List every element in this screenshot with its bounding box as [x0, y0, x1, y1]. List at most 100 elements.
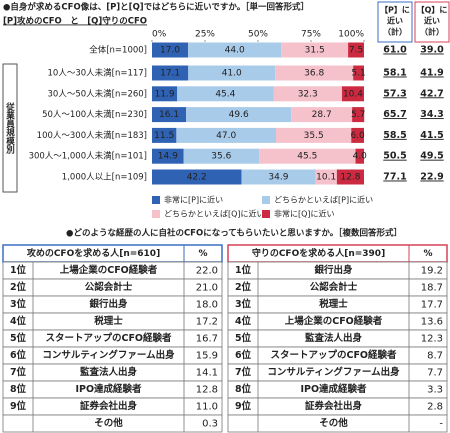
value-label: 45.5 — [297, 152, 317, 162]
total-value: 41.9 — [420, 68, 443, 79]
value: 7.7 — [427, 368, 443, 379]
rank: 5位 — [10, 332, 27, 344]
total-value: 34.3 — [420, 109, 443, 120]
bar-segment — [259, 148, 356, 164]
rank: 7位 — [10, 366, 27, 378]
bar-segment — [186, 107, 292, 123]
item: その他 — [94, 417, 123, 429]
table-row — [2, 414, 223, 433]
item: コンサルティングファーム出身 — [42, 349, 175, 361]
q-header-box — [414, 1, 450, 43]
rank: 7位 — [235, 366, 252, 378]
value-label: 11.9 — [155, 89, 175, 99]
value-label: 47.0 — [216, 131, 236, 141]
bar-segment — [275, 65, 354, 81]
rank: 1位 — [10, 264, 27, 276]
value-label: 45.4 — [215, 89, 235, 99]
rank: 8位 — [235, 383, 252, 395]
chart-subtitle: [P]攻めのCFO と [Q]守りのCFO — [3, 16, 147, 27]
item: スタートアップのCFO経験者 — [45, 332, 172, 344]
value-label: 49.6 — [229, 110, 249, 120]
bar-segment — [152, 107, 187, 123]
value-label: 11.5 — [154, 131, 174, 141]
value: 17.7 — [421, 300, 443, 311]
item: 銀行出身 — [89, 298, 128, 310]
item: 公認会計士 — [85, 281, 133, 293]
table-row — [227, 414, 448, 433]
legend-label: 非常に[P]に近い — [164, 195, 223, 205]
legend-swatch — [152, 210, 160, 218]
legend-label: 非常に[Q]に近い — [274, 209, 335, 219]
bar-segment — [273, 86, 342, 102]
bar-segment — [351, 127, 364, 143]
bar-segment — [341, 86, 364, 102]
item: 監査法人出身 — [305, 332, 363, 344]
bar-segment — [281, 42, 349, 58]
value-label: 17.1 — [160, 69, 180, 79]
bar-segment — [291, 107, 353, 123]
value-label: 12.8 — [340, 173, 360, 183]
bar-segment — [152, 127, 177, 143]
total-header: （計） — [383, 27, 407, 37]
value-label: 32.3 — [298, 89, 318, 99]
value-label: 14.9 — [158, 152, 178, 162]
item: IPO達成経験者 — [75, 383, 142, 395]
bar-segment — [315, 169, 337, 185]
legend-label: どちらかといえば[P]に近い — [274, 195, 373, 205]
bar-segment — [152, 42, 189, 58]
rank: 8位 — [10, 383, 27, 395]
bar-segment — [152, 148, 184, 164]
bar-segment — [188, 65, 276, 81]
bar-segment — [241, 169, 316, 185]
rank: 1位 — [235, 264, 252, 276]
value: 14.1 — [196, 368, 218, 379]
unit-header: % — [198, 249, 207, 259]
legend-swatch — [152, 196, 160, 204]
rank: 5位 — [235, 332, 252, 344]
unit-header: % — [423, 249, 432, 259]
x-tick-label: 100% — [338, 30, 364, 40]
bar-segment — [355, 148, 364, 164]
category-label: 300人～1,000人未満[n=101] — [29, 151, 147, 162]
value-label: 17.0 — [160, 46, 180, 56]
category-label: 30人～50人未満[n=260] — [48, 88, 148, 99]
item: 証券会社出身 — [305, 400, 363, 412]
bar-segment — [176, 127, 277, 143]
rank: 3位 — [10, 298, 27, 310]
bar-segment — [352, 107, 365, 123]
x-tick-label: 75% — [301, 30, 321, 40]
total-header: 【P】に — [380, 5, 410, 15]
value: 17.2 — [196, 317, 218, 328]
value-label: 5.7 — [351, 110, 365, 120]
rank: 6位 — [235, 349, 252, 361]
total-value: 58.1 — [383, 68, 406, 79]
bar-segment — [276, 127, 352, 143]
value: 0.3 — [202, 419, 218, 430]
group-bracket — [2, 63, 18, 193]
x-tick-label: 25% — [195, 30, 215, 40]
item: その他 — [319, 417, 348, 429]
item: IPO達成経験者 — [300, 383, 367, 395]
value-label: 6.0 — [350, 131, 365, 141]
item: 上場企業のCFO経験者 — [60, 264, 158, 276]
rank: 2位 — [235, 281, 252, 293]
bar-segment — [152, 65, 189, 81]
value-label: 28.7 — [312, 110, 332, 120]
value-label: 44.0 — [225, 46, 245, 56]
legend-swatch — [262, 196, 270, 204]
table-header-text: 守りのCFOを求める人[n=390] — [252, 247, 385, 259]
value-label: 34.9 — [268, 173, 288, 183]
x-tick-label: 50% — [248, 30, 268, 40]
item: 監査法人出身 — [80, 366, 138, 378]
value: 2.8 — [427, 402, 443, 413]
item: スタートアップのCFO経験者 — [270, 349, 397, 361]
item: 公認会計士 — [310, 281, 358, 293]
value: - — [439, 419, 443, 430]
total-value: 57.3 — [383, 88, 406, 99]
category-label: 1,000人以上[n=109] — [62, 173, 147, 183]
bar-segment — [177, 86, 274, 102]
value: 22.0 — [196, 266, 218, 277]
bar-segment — [183, 148, 260, 164]
rank: 6位 — [10, 349, 27, 361]
